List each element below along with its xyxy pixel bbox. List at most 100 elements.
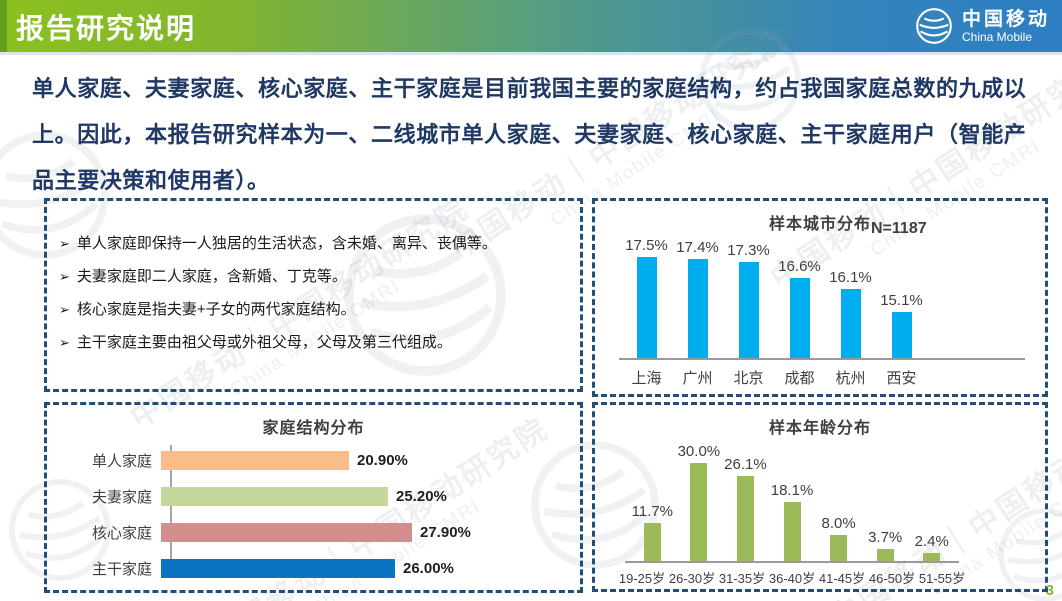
bar-column: 3.7% bbox=[862, 529, 909, 561]
city-distribution-panel: 样本城市分布 N=1187 17.5% 17.4% 17.3% 16.6% 16.1% 1… bbox=[592, 198, 1048, 397]
definition-item: ➢ 主干家庭主要由祖父母或外祖父母，父母及第三代组成。 bbox=[59, 326, 568, 359]
bar-column: 26.1% bbox=[722, 456, 769, 561]
bar-value-label: 20.90% bbox=[357, 452, 408, 469]
page-title: 报告研究说明 bbox=[16, 13, 197, 44]
bar-column: 11.7% bbox=[629, 503, 676, 561]
bar-row: 主干家庭 26.00% bbox=[61, 559, 570, 578]
bar-value-label: 26.1% bbox=[724, 456, 767, 473]
arrow-bullet-icon: ➢ bbox=[59, 236, 70, 251]
bar-column: 17.3% bbox=[723, 242, 774, 358]
bar bbox=[161, 451, 349, 470]
category-labels: 上海 广州 北京 成都 杭州 西安 bbox=[621, 367, 927, 388]
bar bbox=[830, 535, 848, 561]
category-label: 41-45岁 bbox=[818, 571, 866, 586]
definitions-list: ➢ 单人家庭即保持一人独居的生活状态，含未婚、离异、丧偶等。 ➢ 夫妻家庭即二人家庭… bbox=[47, 227, 580, 359]
bar bbox=[161, 487, 388, 506]
bar-column: 16.1% bbox=[825, 269, 876, 358]
bar bbox=[923, 553, 941, 561]
category-labels: 19-25岁 26-30岁 31-35岁 36-40岁 41-45岁 46-50岁 51-5… bbox=[617, 568, 967, 587]
bars-area: 11.7% 30.0% 26.1% 18.1% 8.0% 3.7% 2.4% bbox=[629, 429, 955, 561]
bar-value-label: 15.1% bbox=[880, 292, 923, 309]
category-label: 成都 bbox=[784, 370, 815, 387]
bar bbox=[840, 289, 861, 358]
header-accent-bar bbox=[0, 0, 7, 52]
arrow-bullet-icon: ➢ bbox=[59, 269, 70, 284]
definition-item: ➢ 夫妻家庭即二人家庭，含新婚、丁克等。 bbox=[59, 260, 568, 293]
sample-size-label: N=1187 bbox=[871, 220, 927, 237]
bar-value-label: 11.7% bbox=[631, 503, 673, 520]
x-axis-line bbox=[625, 561, 959, 563]
category-label: 51-55岁 bbox=[918, 571, 966, 586]
bar-value-label: 17.3% bbox=[727, 242, 770, 259]
bars-area: 单人家庭 20.90% 夫妻家庭 25.20% 核心家庭 27.90% 主干家庭 26.00% bbox=[61, 451, 570, 595]
category-label: 北京 bbox=[733, 370, 764, 387]
bar-column: 17.5% bbox=[621, 237, 672, 358]
definitions-panel: ➢ 单人家庭即保持一人独居的生活状态，含未婚、离异、丧偶等。 ➢ 夫妻家庭即二人家庭… bbox=[44, 198, 583, 392]
bar-row: 核心家庭 27.90% bbox=[61, 523, 570, 542]
category-label: 杭州 bbox=[835, 370, 866, 387]
chart-title: 样本年龄分布 bbox=[768, 420, 871, 437]
bar-value-label: 17.5% bbox=[625, 237, 668, 254]
category-label: 31-35岁 bbox=[718, 571, 766, 586]
chart-title: 样本城市分布 bbox=[768, 216, 871, 233]
bar-column: 16.6% bbox=[774, 258, 825, 358]
slide-header: 报告研究说明 中国移动 China Mobile bbox=[0, 0, 1062, 52]
definition-text: 主干家庭主要由祖父母或外祖父母，父母及第三代组成。 bbox=[76, 334, 452, 351]
category-label: 26-30岁 bbox=[668, 571, 716, 586]
category-label: 36-40岁 bbox=[768, 571, 816, 586]
china-mobile-logo: 中国移动 China Mobile bbox=[913, 5, 1050, 47]
bar-value-label: 3.7% bbox=[868, 529, 903, 546]
logo-text-cn: 中国移动 bbox=[961, 8, 1050, 30]
bar bbox=[636, 257, 657, 358]
china-mobile-swirl-icon bbox=[916, 8, 952, 44]
definition-text: 单人家庭即保持一人独居的生活状态，含未婚、离异、丧偶等。 bbox=[76, 235, 497, 252]
bar-column: 8.0% bbox=[815, 515, 862, 561]
arrow-bullet-icon: ➢ bbox=[59, 302, 70, 317]
category-label: 主干家庭 bbox=[91, 561, 152, 578]
category-label: 核心家庭 bbox=[91, 525, 152, 542]
arrow-bullet-icon: ➢ bbox=[59, 335, 70, 350]
age-distribution-panel: 样本年龄分布 11.7% 30.0% 26.1% 18.1% 8.0% 3.7% 2.4% … bbox=[592, 402, 1048, 592]
bar bbox=[687, 259, 708, 358]
header-divider bbox=[0, 52, 1062, 55]
bar-value-label: 16.6% bbox=[778, 258, 821, 275]
bar bbox=[736, 476, 754, 561]
bar-column: 30.0% bbox=[676, 443, 723, 561]
family-structure-panel: 家庭结构分布 单人家庭 20.90% 夫妻家庭 25.20% 核心家庭 27.90% 主干家… bbox=[44, 402, 583, 593]
y-axis-line bbox=[170, 445, 172, 578]
logo-text: 中国移动 China Mobile bbox=[962, 9, 1050, 44]
page-number: 3 bbox=[1045, 582, 1054, 599]
bar-value-label: 8.0% bbox=[821, 515, 856, 532]
bar-value-label: 16.1% bbox=[829, 269, 872, 286]
category-label: 夫妻家庭 bbox=[91, 489, 152, 506]
definition-item: ➢ 核心家庭是指夫妻+子女的两代家庭结构。 bbox=[59, 293, 568, 326]
bar-row: 夫妻家庭 25.20% bbox=[61, 487, 570, 506]
bar-value-label: 26.00% bbox=[403, 560, 454, 577]
intro-paragraph: 单人家庭、夫妻家庭、核心家庭、主干家庭是目前我国主要的家庭结构，约占我国家庭总数… bbox=[32, 76, 1027, 193]
bar-column: 2.4% bbox=[908, 533, 955, 561]
category-label: 单人家庭 bbox=[91, 453, 152, 470]
bar bbox=[891, 312, 912, 358]
category-label: 西安 bbox=[886, 370, 917, 387]
definition-item: ➢ 单人家庭即保持一人独居的生活状态，含未婚、离异、丧偶等。 bbox=[59, 227, 568, 260]
bar-value-label: 17.4% bbox=[676, 239, 719, 256]
bar bbox=[161, 523, 412, 542]
bar-value-label: 30.0% bbox=[677, 443, 721, 460]
category-label: 广州 bbox=[682, 370, 713, 387]
bar bbox=[789, 278, 810, 358]
bar-row: 单人家庭 20.90% bbox=[61, 451, 570, 470]
bar bbox=[738, 262, 759, 358]
bar bbox=[783, 502, 801, 561]
bar-value-label: 2.4% bbox=[914, 533, 949, 550]
bar bbox=[161, 559, 395, 578]
bar bbox=[876, 549, 894, 561]
definition-text: 夫妻家庭即二人家庭，含新婚、丁克等。 bbox=[76, 268, 347, 285]
bar-column: 17.4% bbox=[672, 239, 723, 358]
bar-value-label: 18.1% bbox=[770, 482, 814, 499]
category-label: 上海 bbox=[631, 370, 662, 387]
bar bbox=[643, 523, 661, 561]
bar-column: 15.1% bbox=[876, 292, 927, 358]
chart-title: 家庭结构分布 bbox=[262, 420, 365, 437]
bar-value-label: 25.20% bbox=[396, 488, 447, 505]
